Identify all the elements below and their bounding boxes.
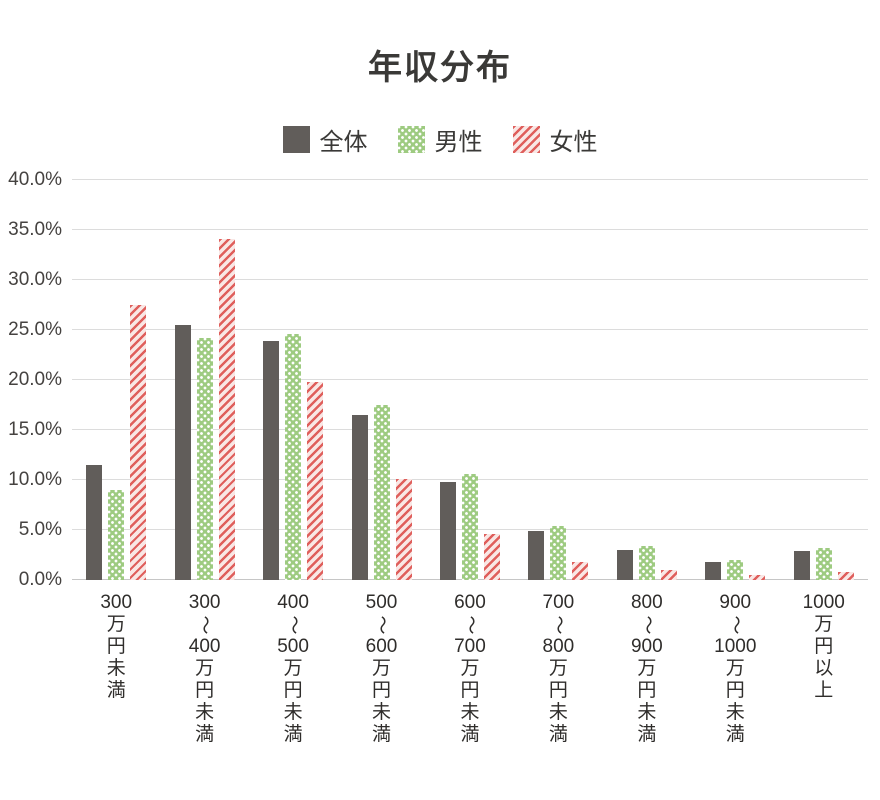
bar-male	[461, 474, 478, 580]
y-axis-tick-30: 30.0%	[8, 269, 62, 290]
bar-overall	[439, 482, 456, 580]
bar-group-1	[72, 180, 160, 580]
bar-male	[373, 405, 390, 580]
bar-group-6	[514, 180, 602, 580]
gridline-15	[72, 429, 868, 430]
bar-male	[196, 338, 213, 580]
y-axis-tick-0: 0.0%	[18, 569, 62, 590]
bar-group-2	[160, 180, 248, 580]
bar-overall	[705, 562, 722, 580]
legend-swatch-female	[512, 126, 540, 153]
bar-female	[837, 572, 854, 580]
bar-overall	[263, 341, 280, 580]
bar-group-8	[691, 180, 779, 580]
bar-group-3	[249, 180, 337, 580]
legend-item-male: 男性	[397, 122, 483, 157]
bar-group-7	[603, 180, 691, 580]
bar-female	[130, 305, 147, 580]
x-axis-label-2: 300 〜 400 万円未満	[188, 592, 221, 745]
x-axis-label-4: 500 〜 600 万円未満	[365, 592, 398, 745]
y-axis-tick-5: 5.0%	[18, 519, 62, 540]
legend-swatch-male	[397, 126, 425, 153]
bar-male	[285, 334, 302, 580]
bar-male	[727, 560, 744, 580]
x-axis-label-7: 800 〜 900 万円未満	[630, 592, 663, 745]
bar-overall	[616, 550, 633, 580]
y-axis-tick-10: 10.0%	[8, 469, 62, 490]
gridline-25	[72, 329, 868, 330]
y-axis-tick-40: 40.0%	[8, 169, 62, 190]
bar-male	[638, 546, 655, 580]
legend-label-female: 女性	[549, 129, 598, 156]
bar-groups	[72, 180, 868, 580]
bar-female	[395, 479, 412, 580]
legend: 全体 男性 女性	[0, 122, 880, 157]
bar-overall	[351, 415, 368, 580]
gridline-30	[72, 279, 868, 280]
y-axis-tick-20: 20.0%	[8, 369, 62, 390]
bar-female	[749, 575, 766, 580]
bar-female	[660, 570, 677, 580]
legend-item-overall: 全体	[282, 122, 368, 157]
x-axis-label-1: 300 万円未満	[100, 592, 133, 701]
x-axis-label-8: 900 〜 1000 万円未満	[714, 592, 757, 745]
bar-group-4	[337, 180, 425, 580]
legend-label-male: 男性	[434, 129, 483, 156]
x-axis-label-9: 1000 万円以上	[802, 592, 845, 701]
bar-female	[218, 239, 235, 580]
legend-swatch-overall	[282, 126, 310, 153]
x-axis-label-6: 700 〜 800 万円未満	[542, 592, 575, 745]
x-axis-label-3: 400 〜 500 万円未満	[277, 592, 309, 745]
plot-area	[72, 179, 868, 580]
gridline-20	[72, 379, 868, 380]
bar-group-9	[780, 180, 868, 580]
chart-title: 年収分布	[368, 49, 512, 87]
bar-male	[108, 490, 125, 580]
bar-overall	[86, 465, 103, 580]
bar-overall	[793, 551, 810, 580]
x-axis: 300 万円未満 300 〜 400 万円未満 400 〜 500 万円未満 500 〜 600 万円未満…	[72, 592, 868, 746]
bar-overall	[528, 531, 545, 580]
bar-female	[307, 382, 324, 580]
gridline-40	[72, 179, 868, 180]
legend-item-female: 女性	[512, 122, 598, 157]
bar-male	[550, 526, 567, 580]
x-axis-label-5: 600 〜 700 万円未満	[454, 592, 486, 745]
y-axis-tick-25: 25.0%	[8, 319, 62, 340]
y-axis: 0.0% 5.0% 10.0% 15.0% 20.0% 25.0% 30.0% 35.0% 40…	[0, 169, 62, 590]
y-axis-tick-15: 15.0%	[8, 419, 62, 440]
bar-female	[483, 534, 500, 580]
gridline-35	[72, 229, 868, 230]
y-axis-tick-35: 35.0%	[8, 219, 62, 240]
bar-group-5	[426, 180, 514, 580]
bar-overall	[174, 325, 191, 580]
bar-male	[815, 548, 832, 580]
legend-label-overall: 全体	[319, 129, 368, 156]
bar-female	[572, 562, 589, 580]
